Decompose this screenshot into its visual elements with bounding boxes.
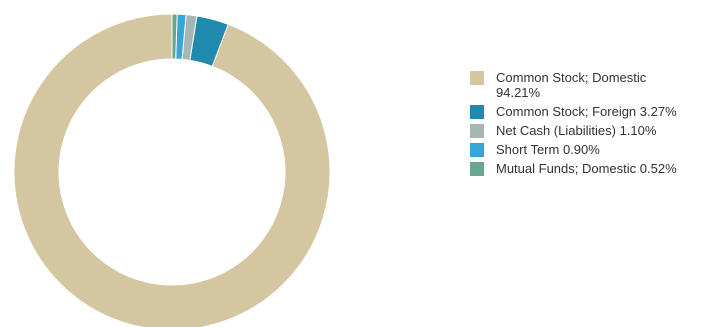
legend-label: Common Stock; Foreign [496,104,637,119]
legend-item-net-cash: Net Cash (Liabilities) 1.10% [470,123,720,138]
chart-legend: Common Stock; Domestic 94.21% Common Sto… [470,70,720,180]
legend-item-mutual-funds-domestic: Mutual Funds; Domestic 0.52% [470,161,720,176]
legend-label: Mutual Funds; Domestic [496,161,637,176]
legend-item-common-stock-foreign: Common Stock; Foreign 3.27% [470,104,720,119]
legend-text: Short Term 0.90% [496,142,600,157]
legend-value: 1.10% [619,123,657,138]
legend-value: 94.21% [496,85,541,100]
donut-slice-common-stock-domestic [13,13,331,327]
legend-swatch [470,71,484,85]
donut-slice-mutual-funds-domestic [171,13,178,60]
legend-swatch [470,162,484,176]
legend-item-short-term: Short Term 0.90% [470,142,720,157]
legend-text: Common Stock; Domestic 94.21% [496,70,646,100]
legend-text: Common Stock; Foreign 3.27% [496,104,677,119]
legend-label: Common Stock; Domestic [496,70,647,85]
legend-text: Mutual Funds; Domestic 0.52% [496,161,677,176]
donut-chart [13,13,331,327]
legend-value: 0.90% [562,142,600,157]
legend-swatch [470,124,484,138]
legend-text: Net Cash (Liabilities) 1.10% [496,123,656,138]
legend-value: 3.27% [639,104,677,119]
legend-swatch [470,143,484,157]
legend-item-common-stock-domestic: Common Stock; Domestic 94.21% [470,70,720,100]
legend-label: Net Cash (Liabilities) [496,123,616,138]
legend-label: Short Term [496,142,560,157]
legend-value: 0.52% [639,161,677,176]
legend-swatch [470,105,484,119]
